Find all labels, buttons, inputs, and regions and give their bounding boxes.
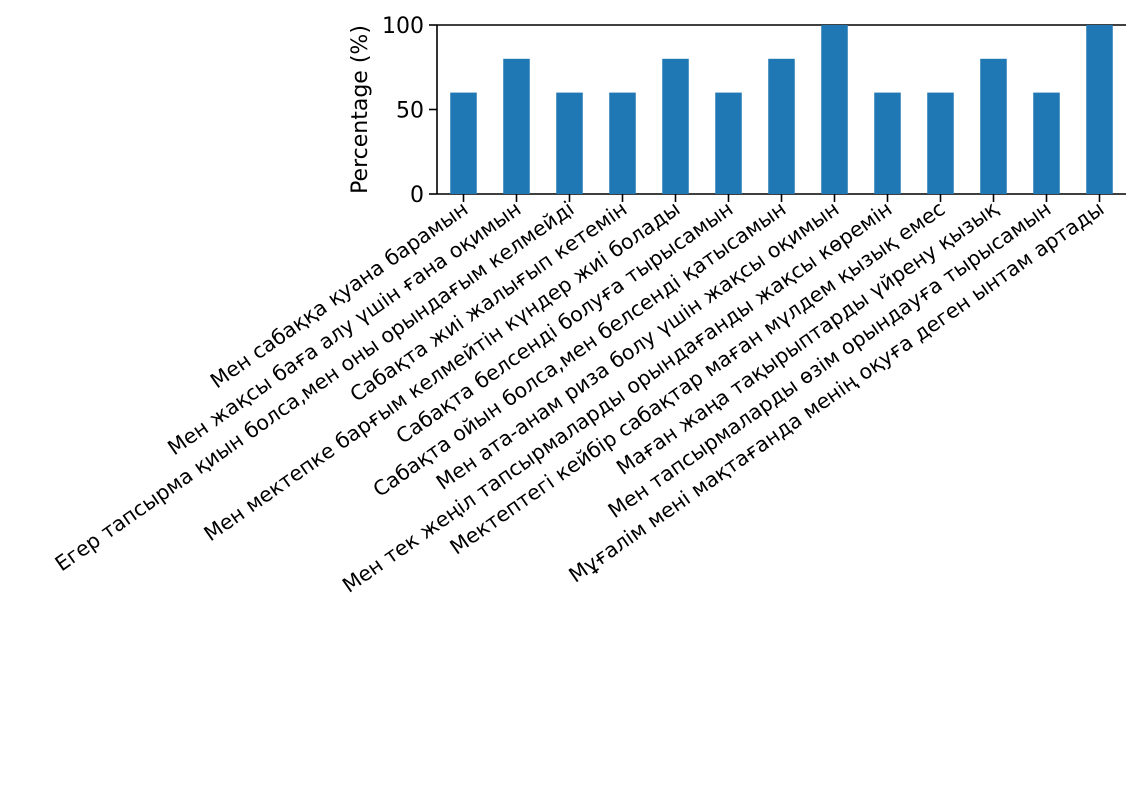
- bar: [609, 92, 636, 194]
- bar: [715, 92, 742, 194]
- bar: [450, 92, 477, 194]
- y-axis-title: Percentage (%): [348, 25, 373, 194]
- bar: [768, 58, 795, 194]
- y-tick-label: 50: [396, 99, 424, 124]
- bar: [821, 25, 848, 194]
- axes: 0 50 100: [382, 14, 1126, 208]
- y-tick-label: 0: [410, 183, 424, 208]
- bar: [1033, 92, 1060, 194]
- bars: [450, 25, 1113, 194]
- bar: [874, 92, 901, 194]
- bar: [503, 58, 530, 194]
- y-tick-label: 100: [382, 14, 424, 39]
- bar: [556, 92, 583, 194]
- bar: [980, 58, 1007, 194]
- bar: [662, 58, 689, 194]
- bar: [1086, 25, 1113, 194]
- bar: [927, 92, 954, 194]
